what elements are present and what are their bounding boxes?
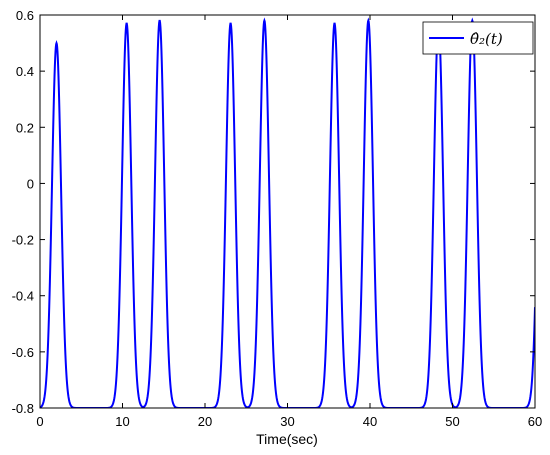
tick-labels: 0 10 20 30 40 50 60 -0.8 -0.6 -0.4 -0.2 0 0.2 0.4 0.6 bbox=[12, 8, 543, 429]
x-tick-label: 10 bbox=[115, 414, 129, 429]
y-tick-label: -0.2 bbox=[12, 233, 34, 248]
x-axis-label: Time(sec) bbox=[256, 431, 318, 447]
legend: θ̂₂(t) bbox=[422, 21, 534, 55]
x-tick-label: 20 bbox=[198, 414, 212, 429]
y-tick-label: 0.2 bbox=[16, 120, 34, 135]
axes-frame bbox=[39, 14, 536, 409]
y-tick-label: 0 bbox=[27, 176, 34, 191]
x-tick-label: 60 bbox=[528, 414, 542, 429]
series-line-0 bbox=[40, 17, 535, 408]
x-tick-label: 40 bbox=[363, 414, 377, 429]
y-tick-label: 0.6 bbox=[16, 8, 34, 23]
y-tick-label: -0.4 bbox=[12, 289, 34, 304]
plot-area bbox=[40, 17, 535, 408]
y-tick-label: -0.8 bbox=[12, 401, 34, 416]
x-tick-label: 50 bbox=[445, 414, 459, 429]
legend-entry-label: θ̂₂(t) bbox=[470, 30, 503, 48]
y-tick-label: 0.4 bbox=[16, 64, 34, 79]
x-tick-label: 0 bbox=[36, 414, 43, 429]
axis-ticks bbox=[39, 14, 536, 409]
y-tick-label: -0.6 bbox=[12, 345, 34, 360]
x-tick-label: 30 bbox=[280, 414, 294, 429]
